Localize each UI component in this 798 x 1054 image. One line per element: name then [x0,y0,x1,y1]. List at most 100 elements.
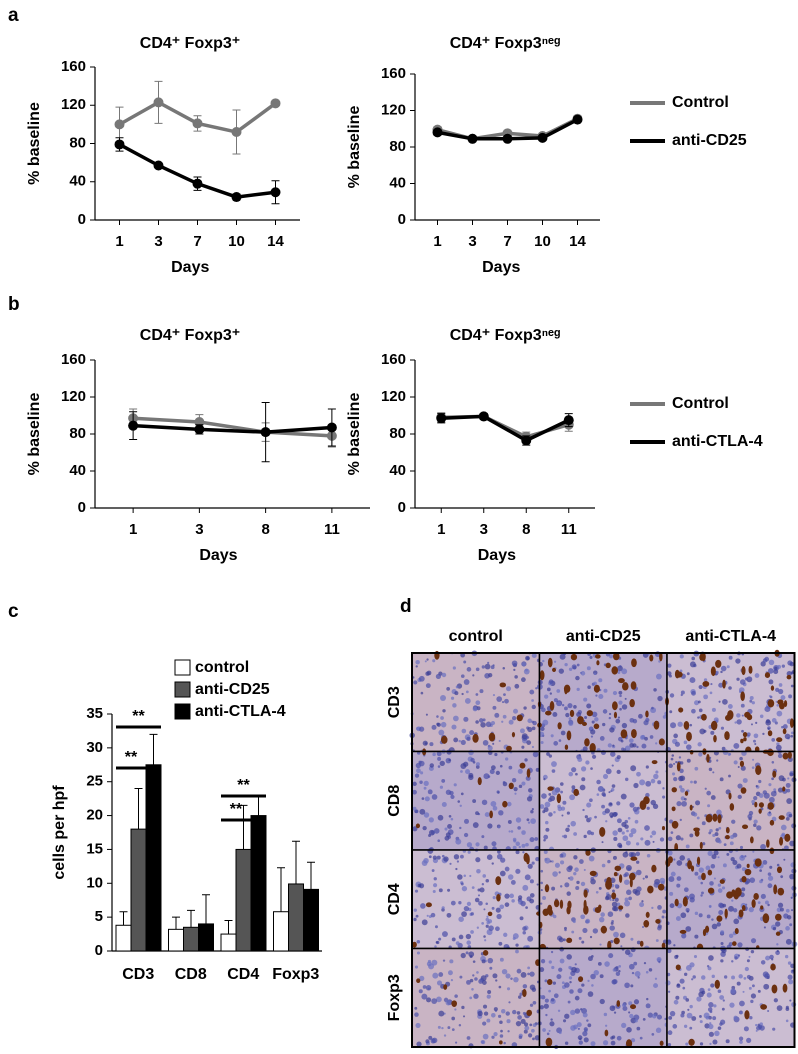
cell [553,993,559,999]
cell [668,674,672,678]
cell [517,1015,522,1020]
cell [696,816,700,820]
cell [703,694,709,700]
cell [413,917,417,922]
cell [697,716,700,719]
cell [418,726,425,732]
cell [519,992,523,996]
cell [440,694,447,701]
stained-cell [741,666,746,676]
stained-cell [767,802,775,810]
cell [771,777,774,781]
stained-cell [545,710,552,716]
cell [475,765,480,769]
cell [746,974,751,980]
cell [522,662,526,667]
cell [485,924,489,928]
cell [489,769,495,775]
cell [573,1024,578,1030]
cell [659,837,665,842]
stained-cell [570,653,578,661]
stained-cell [777,887,785,896]
cell [447,824,452,829]
cell [463,660,467,664]
cell [738,1036,744,1041]
row-label: CD8 [386,785,403,817]
cell [784,733,791,740]
stained-cell [639,940,644,947]
stained-cell [659,652,663,662]
stained-cell [770,685,775,691]
cell [539,1005,544,1010]
stained-cell [699,841,703,850]
cell [655,1027,662,1034]
cell [618,690,623,695]
cell [498,941,503,946]
stained-cell [639,800,647,811]
cell [466,901,472,907]
cell [753,733,759,739]
cell [625,840,631,846]
stained-cell [589,870,597,877]
stained-cell [679,929,687,934]
cell [440,716,444,720]
stained-cell [751,899,756,908]
cell [740,703,745,708]
cell [460,854,464,859]
cell [709,881,714,886]
cell [498,810,504,816]
stained-cell [714,979,720,989]
cell [776,943,779,946]
cell [427,848,434,854]
cell [706,965,710,968]
cell [736,713,741,718]
cell [624,900,631,907]
cell [523,1029,528,1034]
cell [502,714,507,719]
cell [646,997,649,1001]
cell [481,799,488,806]
cell [412,806,417,811]
cell [601,863,606,868]
stained-cell [605,662,611,669]
cell [627,816,631,820]
cell [518,784,523,789]
cell [673,858,676,861]
cell [737,794,742,800]
cell [609,898,612,901]
cell [559,958,565,964]
stained-cell [741,905,746,912]
cell [486,920,490,925]
stained-cell [783,700,788,708]
cell [676,876,682,881]
cell [581,1008,588,1014]
cell [736,677,740,681]
cell [776,950,779,953]
cell [653,773,659,780]
cell [703,678,708,682]
cell [487,957,494,964]
cell [432,752,436,757]
cell [720,959,724,963]
cell [460,770,463,773]
stained-cell [616,1000,621,1007]
cell [728,774,731,778]
cell [777,902,784,908]
cell [621,668,628,675]
cell [634,819,639,824]
cell [554,862,560,868]
cell [425,1039,430,1044]
cell [518,995,522,999]
y-tick-label: 80 [389,425,406,442]
cell [502,666,506,670]
cell [475,720,479,724]
cell [788,813,793,818]
cell [511,716,517,721]
cell [616,902,621,907]
x-tick-label: 3 [154,233,162,250]
cell [633,999,640,1005]
cell [737,766,740,769]
cell [651,706,654,710]
cell [557,1009,561,1012]
cell [455,867,458,871]
